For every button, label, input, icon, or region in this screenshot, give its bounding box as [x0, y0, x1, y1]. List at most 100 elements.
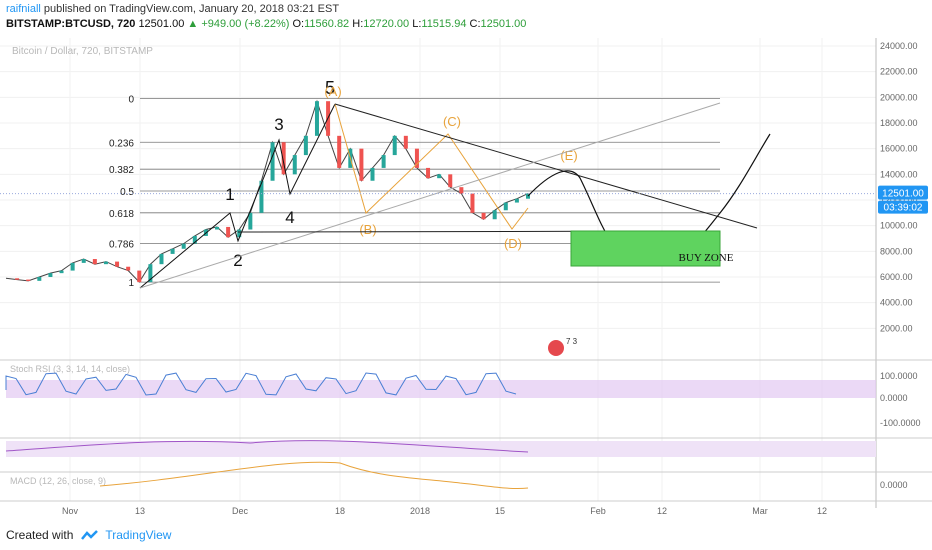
candle — [314, 101, 319, 136]
time-tag-label: 03:39:02 — [884, 203, 923, 214]
candle — [70, 262, 75, 271]
stoch-k-line — [5, 372, 517, 396]
close-label: C: — [469, 18, 481, 30]
candle — [270, 142, 275, 181]
y-tick-label: 10000.00 — [880, 221, 918, 231]
candle — [337, 135, 342, 168]
indicator-tick: 0.0000 — [880, 480, 908, 490]
candle — [159, 253, 164, 265]
tradingview-link[interactable]: TradingView — [105, 528, 172, 542]
x-tick-label: 12 — [817, 506, 827, 516]
y-tick-label: 12000.00 — [880, 195, 918, 205]
y-tick-label: 22000.00 — [880, 67, 918, 77]
candle — [526, 193, 530, 199]
x-tick-label: 12 — [657, 506, 667, 516]
corrective-wave-label: (B) — [359, 222, 376, 237]
candle — [26, 279, 31, 282]
indicator-title: MACD (12, 26, close, 9) — [10, 476, 106, 486]
elliott-wave-label: 2 — [233, 251, 242, 270]
upper-trendline — [334, 103, 758, 229]
candle — [392, 135, 397, 156]
elliott-wave-label: 5 — [325, 78, 335, 98]
candle — [81, 259, 86, 263]
candle — [470, 193, 475, 213]
stoch-band — [6, 380, 876, 398]
corrective-wave-label: (A) — [324, 84, 341, 99]
candle — [381, 155, 386, 168]
corrective-wave-line — [334, 103, 529, 230]
x-tick-label: Nov — [62, 506, 79, 516]
candle — [281, 142, 286, 175]
up-arrow-icon: ▲ — [187, 18, 199, 30]
close-value: 12501.00 — [480, 18, 527, 30]
price-chart[interactable]: Bitcoin / Dollar, 720, BITSTAMP 0 0.236 0.… — [0, 38, 932, 518]
candle — [492, 210, 497, 220]
candle — [59, 270, 64, 274]
candle — [192, 235, 197, 244]
elliott-wave-label: 1 — [225, 185, 234, 204]
candle — [37, 277, 42, 281]
candle — [115, 261, 120, 267]
high-label: H: — [352, 18, 364, 30]
x-tick-label: Dec — [232, 506, 249, 516]
fib-label: 1 — [128, 278, 134, 289]
created-with-label: Created with — [6, 528, 74, 542]
low-value: 11515.94 — [421, 18, 467, 30]
candle — [259, 180, 264, 213]
candle — [514, 198, 519, 203]
x-tick-label: 15 — [495, 506, 505, 516]
elliott-wave-label: 3 — [274, 115, 283, 134]
candle — [248, 212, 253, 230]
price-tag-label: 12501.00 — [882, 189, 924, 200]
candle — [414, 148, 419, 168]
ticker-bar: BITSTAMP:BTCUSD, 720 12501.00 ▲ +949.00 … — [6, 18, 526, 30]
candle — [15, 278, 20, 280]
y-tick-label: 2000.00 — [880, 323, 913, 333]
rsi-band — [6, 441, 876, 457]
candle — [403, 135, 408, 149]
candle — [292, 155, 297, 175]
candle — [226, 226, 231, 238]
impulse-wave-line — [139, 103, 336, 289]
candle — [170, 248, 175, 254]
publish-header: raifniall published on TradingView.com, … — [6, 2, 339, 16]
fib-label: 0.5 — [120, 187, 134, 198]
fib-label: 0.786 — [109, 240, 134, 251]
candle — [137, 270, 142, 283]
open-label: O: — [292, 18, 305, 30]
indicator-tick: 0.0000 — [880, 393, 908, 403]
y-tick-label: 20000.00 — [880, 92, 918, 102]
elliott-wave-label: 4 — [285, 208, 294, 227]
candle — [237, 229, 242, 238]
tradingview-logo-icon — [81, 530, 99, 540]
symbol-label[interactable]: BITSTAMP:BTCUSD, 720 — [6, 18, 136, 30]
fib-label: 0.618 — [109, 209, 134, 220]
x-tick-label: Feb — [590, 506, 606, 516]
last-price: 12501.00 — [138, 18, 185, 30]
y-tick-label: 18000.00 — [880, 118, 918, 128]
x-tick-label: 2018 — [410, 506, 430, 516]
candle — [448, 174, 453, 188]
published-text: published on TradingView.com, January 20… — [43, 3, 340, 15]
x-tick-label: Mar — [752, 506, 768, 516]
macd-signal-line — [99, 461, 529, 490]
fib-label: 0 — [128, 95, 134, 106]
candle — [359, 148, 364, 181]
badge-count: 7 3 — [566, 337, 578, 346]
y-tick-label: 8000.00 — [880, 246, 913, 256]
fib-label: 0.236 — [109, 138, 134, 149]
indicator-tick: -100.0000 — [880, 418, 921, 428]
candle — [481, 212, 486, 220]
candle — [426, 167, 431, 179]
x-tick-label: 18 — [335, 506, 345, 516]
y-tick-label: 6000.00 — [880, 272, 913, 282]
candle — [437, 174, 442, 179]
corrective-wave-label: (D) — [504, 236, 522, 251]
lower-trendline — [139, 102, 721, 289]
author-link[interactable]: raifniall — [6, 3, 41, 15]
candle — [370, 167, 375, 181]
candle — [503, 202, 508, 211]
y-tick-label: 4000.00 — [880, 298, 913, 308]
flag-badge-icon — [548, 340, 564, 356]
buy-zone-box — [570, 230, 721, 267]
